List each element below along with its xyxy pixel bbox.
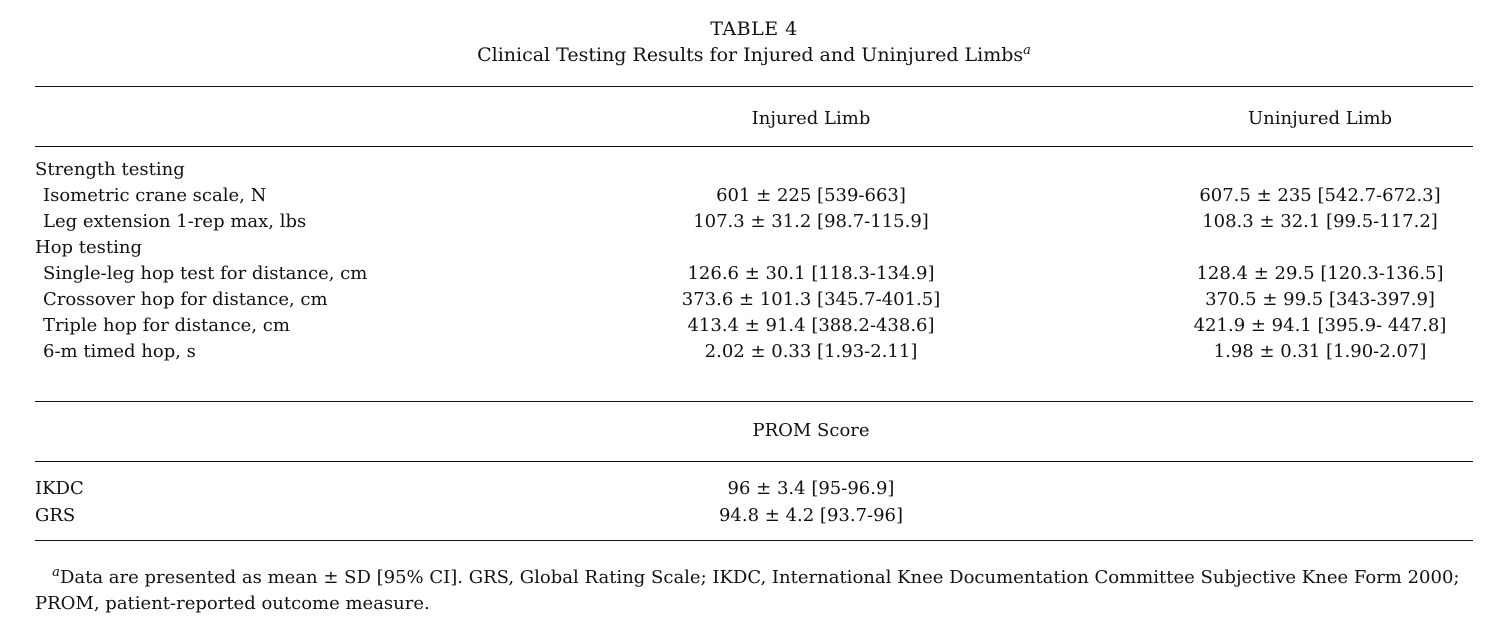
prom-header-rule: [35, 461, 1473, 462]
header-rule: [35, 146, 1473, 147]
table-label: TABLE 4: [710, 18, 798, 40]
row-injured-value: 373.6 ± 101.3 [345.7-401.5]: [681, 289, 941, 310]
header-prom-score: PROM Score: [752, 420, 870, 441]
prom-row-value: 94.8 ± 4.2 [93.7-96]: [718, 505, 904, 526]
header-injured-limb: Injured Limb: [751, 108, 871, 129]
table-figure: TABLE 4 Clinical Testing Results for Inj…: [35, 0, 1473, 624]
title-footnote-marker: a: [1023, 43, 1031, 58]
row-injured-value: 601 ± 225 [539-663]: [716, 185, 906, 206]
row-label: 6-m timed hop, s: [43, 341, 196, 362]
row-label: Leg extension 1-rep max, lbs: [43, 211, 307, 232]
section-heading-hop: Hop testing: [35, 237, 143, 258]
row-label: Crossover hop for distance, cm: [43, 289, 328, 310]
row-uninjured-value: 607.5 ± 235 [542.7-672.3]: [1199, 185, 1441, 206]
row-uninjured-value: 1.98 ± 0.31 [1.90-2.07]: [1213, 341, 1427, 362]
row-uninjured-value: 128.4 ± 29.5 [120.3-136.5]: [1196, 263, 1444, 284]
table-title: Clinical Testing Results for Injured and…: [35, 44, 1473, 66]
row-label: Single-leg hop test for distance, cm: [43, 263, 368, 284]
footnote-text: Data are presented as mean ± SD [95% CI]…: [35, 567, 1460, 614]
row-label: Isometric crane scale, N: [43, 185, 267, 206]
row-injured-value: 2.02 ± 0.33 [1.93-2.11]: [704, 341, 918, 362]
row-uninjured-value: 108.3 ± 32.1 [99.5-117.2]: [1202, 211, 1438, 232]
top-rule: [35, 86, 1473, 87]
footnote-marker: a: [52, 565, 60, 580]
row-uninjured-value: 370.5 ± 99.5 [343-397.9]: [1205, 289, 1435, 310]
prom-row-label: GRS: [35, 505, 76, 526]
row-injured-value: 126.6 ± 30.1 [118.3-134.9]: [687, 263, 935, 284]
prom-row-label: IKDC: [35, 478, 84, 499]
prom-row-value: 96 ± 3.4 [95-96.9]: [727, 478, 895, 499]
section-rule: [35, 401, 1473, 402]
row-injured-value: 107.3 ± 31.2 [98.7-115.9]: [693, 211, 929, 232]
section-heading-strength: Strength testing: [35, 159, 185, 180]
table-title-text: Clinical Testing Results for Injured and…: [477, 44, 1024, 66]
row-uninjured-value: 421.9 ± 94.1 [395.9- 447.8]: [1193, 315, 1447, 336]
bottom-rule: [35, 540, 1473, 541]
header-uninjured-limb: Uninjured Limb: [1247, 108, 1393, 129]
table-footnote: aData are presented as mean ± SD [95% CI…: [35, 565, 1473, 617]
row-injured-value: 413.4 ± 91.4 [388.2-438.6]: [687, 315, 935, 336]
row-label: Triple hop for distance, cm: [43, 315, 290, 336]
